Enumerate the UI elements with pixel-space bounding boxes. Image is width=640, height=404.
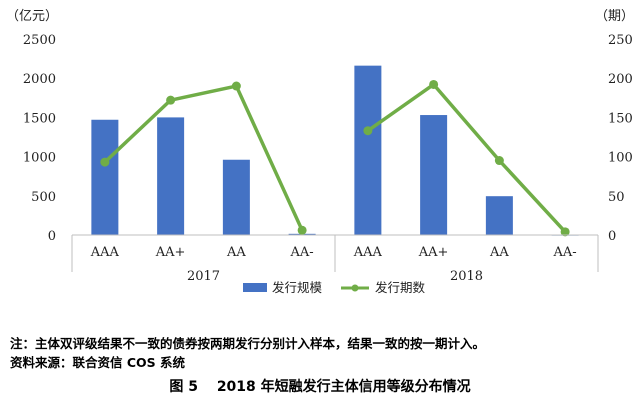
bar bbox=[420, 115, 448, 235]
bar bbox=[157, 117, 185, 235]
line-point bbox=[231, 81, 241, 91]
left-axis-ticks: 0 500 1000 1500 2000 2500 bbox=[23, 33, 56, 244]
chart: （亿元） （期） 0 500 1000 1500 2000 2500 0 50 100 150 2… bbox=[6, 9, 634, 295]
chart-note: 注：主体双评级结果不一致的债券按两期发行分别计入样本，结果一致的按一期计入。 bbox=[10, 336, 486, 351]
legend-label-bar: 发行规模 bbox=[272, 280, 323, 295]
right-tick-label: 50 bbox=[608, 190, 625, 205]
series-line bbox=[366, 82, 567, 234]
x-tick-label: AAA bbox=[353, 245, 383, 260]
data-source: 资料来源：联合资信 COS 系统 bbox=[10, 355, 186, 370]
right-tick-label: 100 bbox=[608, 151, 633, 166]
line-point bbox=[166, 95, 176, 105]
left-tick-label: 2000 bbox=[23, 72, 56, 87]
line-point bbox=[100, 157, 110, 167]
bar bbox=[91, 119, 119, 235]
right-tick-label: 250 bbox=[608, 33, 633, 48]
line-point bbox=[363, 126, 373, 136]
right-tick-label: 200 bbox=[608, 72, 633, 87]
x-group-label: 2018 bbox=[450, 269, 483, 284]
bar-series bbox=[91, 65, 579, 236]
right-tick-label: 0 bbox=[608, 229, 616, 244]
left-tick-label: 500 bbox=[31, 190, 56, 205]
left-axis-unit: （亿元） bbox=[6, 9, 58, 24]
figure-caption: 图 5 2018 年短融发行主体信用等级分布情况 bbox=[169, 379, 471, 395]
x-tick-label: AAA bbox=[90, 245, 120, 260]
x-tick-label: AA bbox=[489, 245, 509, 260]
left-tick-label: 2500 bbox=[23, 33, 56, 48]
x-group-label: 2017 bbox=[187, 269, 220, 284]
legend-label-line: 发行期数 bbox=[375, 280, 426, 295]
line-point bbox=[494, 156, 504, 166]
line-point bbox=[297, 225, 307, 235]
left-tick-label: 1500 bbox=[23, 111, 56, 126]
line-series bbox=[100, 79, 570, 237]
x-tick-label: AA- bbox=[553, 245, 577, 260]
bar bbox=[354, 65, 382, 235]
x-tick-label: AA+ bbox=[155, 245, 186, 260]
line-point bbox=[429, 79, 439, 89]
legend: 发行规模 发行期数 bbox=[243, 280, 426, 295]
legend-swatch-dot bbox=[351, 284, 359, 292]
bar bbox=[485, 196, 513, 235]
x-tick-label: AA+ bbox=[418, 245, 449, 260]
x-tick-label: AA bbox=[226, 245, 246, 260]
line-point bbox=[560, 227, 570, 237]
right-tick-label: 150 bbox=[608, 111, 633, 126]
x-tick-label: AA- bbox=[290, 245, 314, 260]
legend-swatch-bar bbox=[243, 283, 267, 292]
left-tick-label: 0 bbox=[48, 229, 56, 244]
right-axis-unit: （期） bbox=[595, 9, 634, 24]
right-axis-ticks: 0 50 100 150 200 250 bbox=[608, 33, 633, 244]
series-line bbox=[103, 84, 304, 232]
x-axis: AAA AA+ AA AA- AAA AA+ AA AA- 2017 2018 bbox=[71, 234, 599, 284]
left-tick-label: 1000 bbox=[23, 151, 56, 166]
bar bbox=[222, 159, 250, 235]
